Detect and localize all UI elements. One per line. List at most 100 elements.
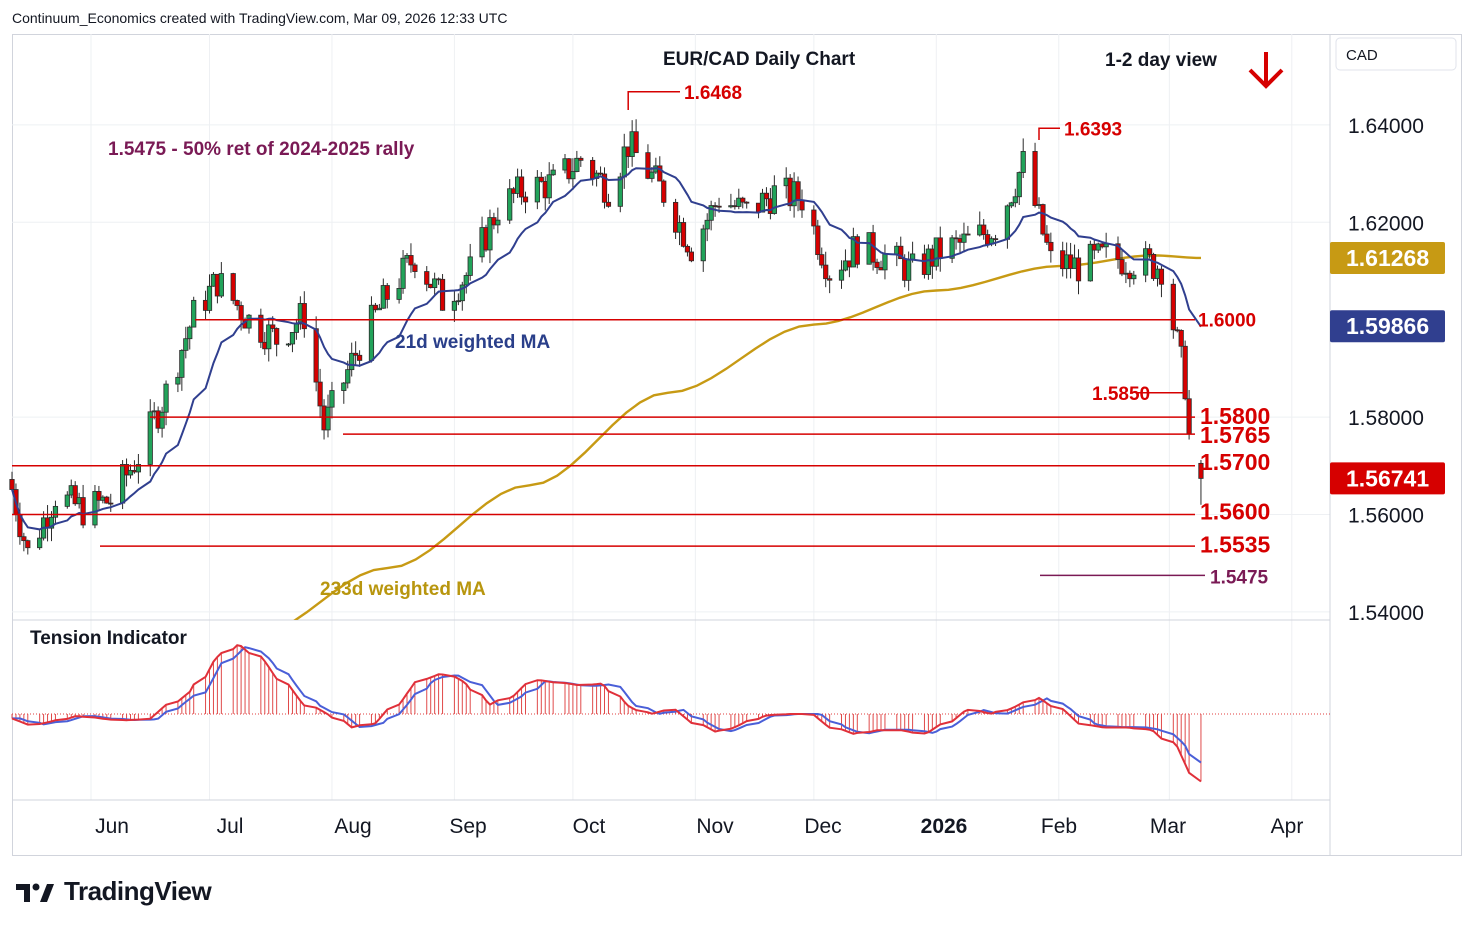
candle-body (266, 324, 272, 350)
indicator-signal-line (12, 646, 1202, 764)
candle-body (1020, 151, 1026, 173)
level-label-1-6393: 1.6393 (1064, 119, 1122, 140)
candle-body (819, 254, 825, 266)
level-label-1-5800: 1.5800 (1200, 403, 1270, 429)
candle-body (270, 324, 276, 329)
candle-body (495, 219, 501, 226)
candle-body (353, 352, 359, 356)
candle-body (463, 275, 469, 286)
candle-body (823, 264, 829, 280)
currency-box (1335, 37, 1457, 71)
chart-title: EUR/CAD Daily Chart (663, 49, 856, 70)
y-tick-label: 1.56000 (1348, 505, 1424, 528)
candle-body (187, 326, 193, 340)
x-tick-label: 2026 (921, 815, 968, 838)
candle-body (1004, 205, 1011, 240)
chart-credit: Continuum_Economics created with Trading… (12, 10, 508, 26)
candle-body (183, 338, 189, 351)
candle-body (578, 157, 584, 161)
candle-body (1147, 248, 1153, 255)
candle-body (649, 171, 655, 179)
y-tick-label: 1.54000 (1348, 602, 1424, 625)
candle-body (759, 192, 766, 213)
retracement-note: 1.5475 - 50% ret of 2024-2025 rally (108, 139, 415, 160)
candle-body (534, 176, 540, 203)
candle-body (704, 219, 710, 230)
down-arrow-head (1248, 68, 1284, 89)
chart-frame (12, 34, 1462, 856)
candle-body (965, 233, 971, 236)
level-label-1-6000: 1.6000 (1198, 311, 1256, 332)
price-badge (1330, 462, 1445, 495)
candle-body (882, 253, 888, 271)
candle-body (104, 496, 110, 504)
candle-body (1131, 274, 1137, 280)
y-tick-label: 1.64000 (1348, 115, 1424, 138)
candle-body (459, 284, 465, 302)
tradingview-logo[interactable]: TradingView (16, 876, 212, 907)
candle-body (1158, 268, 1165, 285)
candle-body (744, 201, 750, 204)
candle-body (1198, 462, 1204, 479)
candle-body (1075, 257, 1082, 282)
candle-body (1012, 196, 1018, 204)
candle-body (274, 328, 280, 345)
x-tick-label: Aug (334, 815, 371, 838)
candles (9, 119, 1204, 555)
high-marker-1-6393 (1038, 127, 1060, 140)
x-tick-label: Apr (1271, 815, 1304, 838)
candle-body (258, 314, 264, 343)
level-label-1-5475: 1.5475 (1210, 567, 1269, 588)
candle-body (246, 314, 252, 329)
candle-body (159, 411, 165, 429)
candle-body (1119, 259, 1125, 275)
candle-body (1016, 172, 1022, 198)
candle-body (376, 307, 382, 311)
candle-body (293, 323, 300, 333)
x-tick-label: Nov (696, 815, 734, 838)
candle-body (898, 245, 904, 260)
indicator-main-line (11, 644, 1202, 783)
candle-body (92, 491, 98, 526)
down-arrow-icon (1248, 52, 1284, 89)
candle-body (191, 299, 197, 328)
candle-body (763, 192, 770, 200)
ma21-label: 21d weighted MA (395, 332, 550, 353)
candle-body (680, 222, 687, 247)
candle-body (906, 259, 912, 281)
candle-body (538, 176, 544, 182)
candle-body (175, 376, 181, 385)
candle-body (408, 255, 414, 266)
candle-body (37, 537, 43, 549)
candle-body (345, 369, 351, 384)
candle-body (507, 188, 513, 221)
candle-body (147, 411, 153, 465)
candle-body (1170, 283, 1176, 331)
price-badge (1330, 241, 1445, 274)
x-tick-label: Feb (1041, 815, 1077, 838)
candle-body (1008, 202, 1014, 207)
candle-body (25, 540, 31, 549)
high-marker-1-6468 (627, 91, 680, 110)
candle-body (949, 237, 955, 259)
price-badge-label: 1.61268 (1346, 245, 1429, 271)
levels (12, 91, 1205, 577)
tradingview-logo-icon (16, 883, 54, 902)
y-tick-label: 1.58000 (1348, 407, 1424, 430)
candle-body (827, 278, 833, 281)
candle-body (123, 464, 130, 476)
x-tick-label: Dec (804, 815, 841, 838)
candle-body (356, 354, 363, 361)
level-label-1-6468: 1.6468 (684, 83, 742, 104)
candle-body (451, 300, 458, 311)
candle-body (1150, 254, 1157, 279)
candle-body (716, 205, 722, 208)
candle-body (1186, 398, 1192, 435)
candle-body (605, 201, 612, 207)
candle-body (432, 278, 438, 289)
level-label-1-5765: 1.5765 (1200, 422, 1271, 448)
candle-body (570, 171, 576, 180)
level-label-1-5850: 1.5850 (1092, 384, 1150, 405)
candle-body (937, 237, 943, 259)
